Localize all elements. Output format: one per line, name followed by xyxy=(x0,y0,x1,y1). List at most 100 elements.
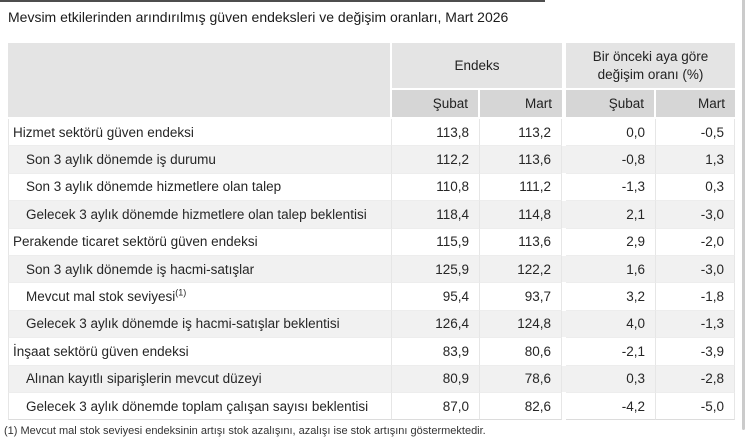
cell-endeks-mart: 80,6 xyxy=(480,338,562,366)
table-row: Mevcut mal stok seviyesi(1) 95,4 93,7 3,… xyxy=(8,283,736,311)
row-label-text: Son 3 aylık dönemde iş durumu xyxy=(26,152,216,168)
cell-endeks-subat: 115,9 xyxy=(392,228,480,256)
cell-change-mart: -2,0 xyxy=(656,228,736,256)
row-label: Alınan kayıtlı siparişlerin mevcut düzey… xyxy=(8,365,392,393)
row-label-text: Gelecek 3 aylık dönemde toplam çalışan s… xyxy=(26,398,369,414)
cell-endeks-subat: 87,0 xyxy=(392,392,480,421)
cell-group-gap xyxy=(562,146,566,174)
sub-header-change-mart: Mart xyxy=(656,90,736,119)
col-group-change-rate: Bir önceki aya göre değişim oranı (%) xyxy=(566,43,736,90)
cell-endeks-mart: 114,8 xyxy=(480,201,562,229)
row-label: Mevcut mal stok seviyesi(1) xyxy=(8,283,392,311)
row-label-text: Gelecek 3 aylık dönemde iş hacmi-satışla… xyxy=(26,316,340,332)
row-label-text: Perakende ticaret sektörü güven endeksi xyxy=(13,234,258,250)
table-header: Endeks Bir önceki aya göre değişim oranı… xyxy=(8,43,736,119)
row-label: Gelecek 3 aylık dönemde hizmetlere olan … xyxy=(8,201,392,229)
col-group-endeks: Endeks xyxy=(392,43,562,90)
cell-endeks-subat: 112,2 xyxy=(392,146,480,174)
row-label-text: Mevcut mal stok seviyesi xyxy=(26,289,176,305)
cell-change-subat: 1,6 xyxy=(566,255,656,284)
cell-endeks-subat: 125,9 xyxy=(392,255,480,284)
cell-change-mart: -1,8 xyxy=(656,283,736,311)
row-label-text: Son 3 aylık dönemde iş hacmi-satışlar xyxy=(26,261,255,277)
row-label-text: Gelecek 3 aylık dönemde hizmetlere olan … xyxy=(26,206,367,222)
cell-group-gap xyxy=(562,338,566,366)
cell-change-mart: -3,9 xyxy=(656,338,736,366)
cell-change-subat: 0,3 xyxy=(566,365,656,393)
cell-change-subat: 4,0 xyxy=(566,310,656,339)
corner-header-cell xyxy=(8,43,392,119)
table-row: Alınan kayıtlı siparişlerin mevcut düzey… xyxy=(8,365,736,393)
scrollbar[interactable] xyxy=(742,0,745,430)
cell-change-mart: -5,0 xyxy=(656,392,736,421)
confidence-index-table: Endeks Bir önceki aya göre değişim oranı… xyxy=(8,43,736,421)
table-row: Son 3 aylık dönemde iş durumu 112,2 113,… xyxy=(8,146,736,174)
table-row: Son 3 aylık dönemde hizmetlere olan tale… xyxy=(8,173,736,202)
cell-endeks-mart: 113,6 xyxy=(480,228,562,256)
cell-endeks-mart: 82,6 xyxy=(480,392,562,421)
top-rule xyxy=(0,0,545,2)
table-row: Gelecek 3 aylık dönemde iş hacmi-satışla… xyxy=(8,310,736,339)
row-label-text: İnşaat sektörü güven endeksi xyxy=(13,343,189,359)
cell-change-subat: -4,2 xyxy=(566,392,656,421)
cell-change-subat: 3,2 xyxy=(566,283,656,311)
cell-endeks-subat: 118,4 xyxy=(392,201,480,229)
group-separator xyxy=(562,43,566,119)
cell-endeks-mart: 122,2 xyxy=(480,255,562,284)
cell-change-subat: -0,8 xyxy=(566,146,656,174)
page-title: Mevsim etkilerinden arındırılmış güven e… xyxy=(8,9,509,25)
table-row: Perakende ticaret sektörü güven endeksi … xyxy=(8,228,736,256)
table-row: Gelecek 3 aylık dönemde toplam çalışan s… xyxy=(8,392,736,421)
cell-change-subat: 2,9 xyxy=(566,228,656,256)
row-label-text: Hizmet sektörü güven endeksi xyxy=(13,124,194,140)
cell-group-gap xyxy=(562,310,566,339)
row-label-text: Son 3 aylık dönemde hizmetlere olan tale… xyxy=(26,179,282,195)
cell-endeks-subat: 80,9 xyxy=(392,365,480,393)
cell-change-subat: -2,1 xyxy=(566,338,656,366)
footnote-ref: (1) xyxy=(175,287,187,298)
cell-endeks-mart: 113,2 xyxy=(480,119,562,147)
cell-endeks-mart: 111,2 xyxy=(480,173,562,202)
cell-endeks-mart: 124,8 xyxy=(480,310,562,339)
row-label: Son 3 aylık dönemde iş durumu xyxy=(8,146,392,174)
cell-group-gap xyxy=(562,173,566,202)
cell-change-mart: -2,8 xyxy=(656,365,736,393)
cell-endeks-subat: 83,9 xyxy=(392,338,480,366)
sub-header-endeks-mart: Mart xyxy=(480,90,562,119)
cell-group-gap xyxy=(562,228,566,256)
cell-group-gap xyxy=(562,255,566,284)
row-label: Perakende ticaret sektörü güven endeksi xyxy=(8,228,392,256)
table-row: İnşaat sektörü güven endeksi 83,9 80,6 -… xyxy=(8,338,736,366)
cell-change-subat: 0,0 xyxy=(566,119,656,147)
footnote: (1) Mevcut mal stok seviyesi endeksinin … xyxy=(4,425,486,437)
cell-change-mart: 1,3 xyxy=(656,146,736,174)
cell-change-mart: -1,3 xyxy=(656,310,736,339)
row-label: Hizmet sektörü güven endeksi xyxy=(8,119,392,147)
cell-change-subat: -1,3 xyxy=(566,173,656,202)
cell-group-gap xyxy=(562,283,566,311)
cell-endeks-mart: 93,7 xyxy=(480,283,562,311)
row-label-text: Alınan kayıtlı siparişlerin mevcut düzey… xyxy=(26,371,262,387)
cell-endeks-subat: 110,8 xyxy=(392,173,480,202)
sub-header-endeks-subat: Şubat xyxy=(392,90,480,119)
cell-change-mart: -3,0 xyxy=(656,201,736,229)
cell-change-mart: 0,3 xyxy=(656,173,736,202)
cell-group-gap xyxy=(562,119,566,147)
cell-change-subat: 2,1 xyxy=(566,201,656,229)
cell-group-gap xyxy=(562,392,566,421)
row-label: Gelecek 3 aylık dönemde toplam çalışan s… xyxy=(8,392,392,421)
cell-endeks-subat: 95,4 xyxy=(392,283,480,311)
cell-change-mart: -0,5 xyxy=(656,119,736,147)
sub-header-change-subat: Şubat xyxy=(566,90,656,119)
cell-group-gap xyxy=(562,201,566,229)
row-label: Son 3 aylık dönemde hizmetlere olan tale… xyxy=(8,173,392,202)
cell-endeks-mart: 113,6 xyxy=(480,146,562,174)
row-label: Gelecek 3 aylık dönemde iş hacmi-satışla… xyxy=(8,310,392,339)
cell-change-mart: -3,0 xyxy=(656,255,736,284)
table-row: Son 3 aylık dönemde iş hacmi-satışlar 12… xyxy=(8,255,736,284)
cell-endeks-subat: 113,8 xyxy=(392,119,480,147)
cell-endeks-mart: 78,6 xyxy=(480,365,562,393)
table-row: Gelecek 3 aylık dönemde hizmetlere olan … xyxy=(8,201,736,229)
cell-group-gap xyxy=(562,365,566,393)
cell-endeks-subat: 126,4 xyxy=(392,310,480,339)
